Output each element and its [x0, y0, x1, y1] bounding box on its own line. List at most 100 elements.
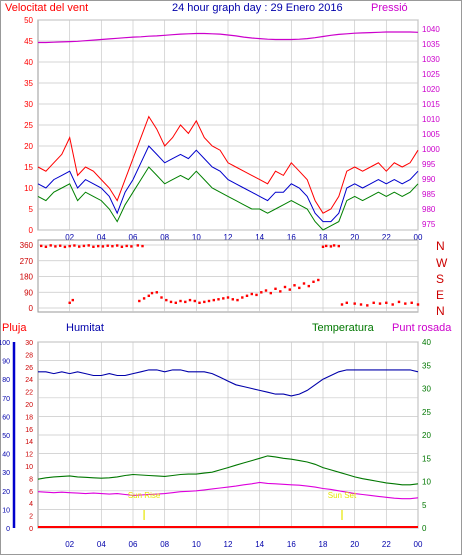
direction-point	[207, 299, 211, 303]
direction-point	[372, 301, 375, 304]
temperature-right-tick-label: 40	[422, 338, 431, 347]
humidity-x-axis: 02 04 06 08 10 12 14 16 18 20 22 00	[65, 540, 423, 549]
direction-tick-label: 270	[20, 257, 34, 266]
direction-point	[264, 289, 268, 292]
wind-tick-label: 50	[24, 16, 33, 25]
humidity-x-tick-label: 22	[382, 540, 391, 549]
direction-point	[106, 244, 109, 247]
temperature-right-tick-label: 35	[422, 361, 431, 370]
direction-point	[283, 285, 287, 289]
direction-point	[250, 292, 253, 296]
pressure-tick-label: 995	[422, 160, 436, 169]
wind-tick-label: 5	[29, 205, 34, 214]
sun-markers: Sun Rise Sun Set	[128, 491, 357, 520]
direction-point	[293, 284, 296, 287]
pressure-tick-label: 1020	[422, 85, 440, 94]
temperature-left-tick-label: 14	[25, 439, 33, 446]
humidity-x-tick-label: 18	[319, 540, 328, 549]
humidity-y-axis: 0 10 20 30 40 50 60 70 80 90 100	[0, 340, 10, 533]
dewpoint-line	[37, 481, 419, 500]
humidity-x-tick-label: 20	[350, 540, 359, 549]
direction-point	[329, 245, 333, 248]
direction-points	[40, 244, 420, 307]
direction-point	[416, 303, 420, 306]
wind-x-tick-label: 16	[287, 233, 296, 242]
direction-point	[142, 297, 146, 300]
direction-point	[68, 301, 71, 304]
direction-point	[82, 244, 86, 248]
direction-point	[312, 280, 315, 283]
direction-point	[111, 245, 114, 248]
humidity-x-tick-label: 06	[129, 540, 138, 549]
humidity-tick-label: 80	[2, 377, 10, 384]
wind-x-tick-label: 00	[414, 233, 423, 242]
direction-point	[203, 300, 206, 304]
direction-point	[385, 301, 388, 304]
direction-point	[321, 245, 325, 248]
temperature-left-tick-label: 20	[25, 402, 33, 409]
direction-point	[120, 245, 124, 248]
direction-point	[71, 298, 74, 302]
direction-tick-label: 360	[20, 241, 34, 250]
wind-tick-label: 35	[24, 79, 33, 88]
wind-x-axis: 02 04 06 08 10 12 14 16 18 20 22 00	[65, 233, 423, 242]
panel-direction-grid	[38, 240, 419, 312]
direction-point	[245, 294, 249, 297]
direction-point	[260, 291, 263, 294]
direction-point	[307, 284, 310, 288]
humidity-tick-label: 20	[2, 489, 10, 496]
pressure-tick-label: 985	[422, 190, 436, 199]
wind-tick-label: 20	[24, 142, 33, 151]
humidity-tick-label: 100	[0, 340, 10, 347]
pressure-tick-label: 1030	[422, 55, 440, 64]
direction-point	[97, 244, 100, 248]
direction-point	[193, 299, 196, 303]
direction-point	[325, 244, 328, 248]
direction-point	[337, 244, 340, 248]
compass-label-n-bottom: N	[436, 304, 445, 318]
direction-point	[288, 288, 291, 291]
direction-point	[125, 244, 128, 248]
wind-tick-label: 30	[24, 100, 33, 109]
pressure-tick-label: 1035	[422, 40, 440, 49]
direction-point	[174, 301, 177, 304]
direction-point	[410, 301, 413, 304]
humidity-x-tick-label: 04	[97, 540, 106, 549]
temperature-left-tick-label: 30	[25, 340, 33, 347]
direction-point	[226, 296, 230, 299]
direction-point	[397, 300, 401, 304]
temperature-left-tick-label: 0	[29, 526, 33, 533]
humidity-tick-label: 70	[2, 396, 10, 403]
wind-x-tick-label: 08	[160, 233, 169, 242]
direction-point	[49, 244, 52, 247]
direction-point	[87, 244, 90, 247]
direction-point	[269, 291, 272, 295]
compass-label-w: W	[436, 256, 448, 270]
wind-y-axis: 0 5 10 15 20 25 30 35 40 45 50	[24, 16, 33, 235]
direction-point	[332, 244, 336, 247]
direction-point	[212, 298, 215, 302]
direction-point	[73, 244, 76, 247]
direction-point	[345, 301, 348, 304]
wind-tick-label: 10	[24, 184, 33, 193]
compass-label-s: S	[436, 272, 444, 286]
temperature-right-tick-label: 15	[422, 454, 431, 463]
direction-point	[184, 300, 187, 304]
wind-x-tick-label: 10	[192, 233, 201, 242]
direction-point	[217, 298, 220, 301]
direction-point	[179, 299, 182, 303]
rain-title: Pluja	[2, 322, 27, 334]
pressure-tick-label: 1040	[422, 25, 440, 34]
direction-point	[317, 278, 320, 282]
direction-point	[359, 303, 363, 306]
direction-point	[63, 245, 67, 249]
wind-tick-label: 0	[29, 226, 34, 235]
humidity-tick-label: 60	[2, 414, 10, 421]
humidity-x-tick-label: 02	[65, 540, 74, 549]
compass-label-n-top: N	[436, 239, 445, 253]
direction-tick-label: 0	[29, 304, 34, 313]
pressure-tick-label: 990	[422, 175, 436, 184]
wind-x-tick-label: 20	[350, 233, 359, 242]
temperature-left-tick-label: 12	[25, 452, 33, 459]
